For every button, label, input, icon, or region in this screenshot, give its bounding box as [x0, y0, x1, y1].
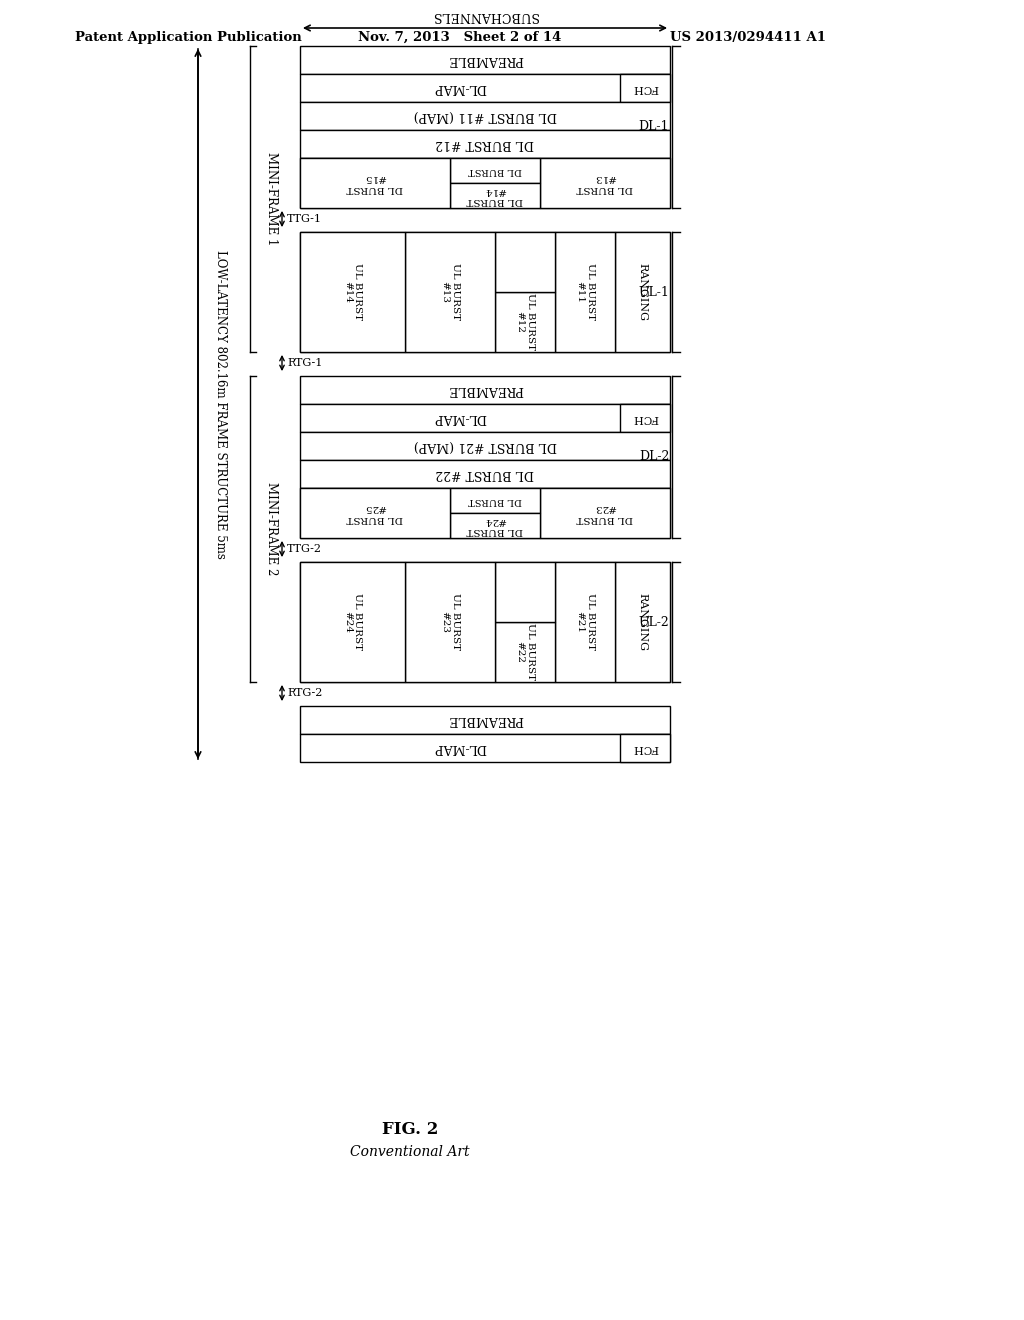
Bar	[406, 232, 495, 352]
Bar	[300, 488, 670, 539]
Text: DL BURST
#14: DL BURST #14	[467, 186, 523, 205]
Text: DL BURST #21 (MAP): DL BURST #21 (MAP)	[414, 440, 557, 453]
Bar	[300, 562, 406, 682]
Bar	[620, 734, 670, 762]
Text: UL BURST
#14: UL BURST #14	[343, 264, 362, 321]
Bar	[300, 376, 670, 404]
Text: PREAMBLE: PREAMBLE	[447, 714, 523, 726]
Text: Conventional Art: Conventional Art	[350, 1144, 470, 1159]
Text: DL-MAP: DL-MAP	[433, 82, 486, 95]
Text: SUBCHANNELS: SUBCHANNELS	[432, 9, 538, 22]
Text: Patent Application Publication: Patent Application Publication	[75, 30, 302, 44]
Text: UL-2: UL-2	[639, 615, 670, 628]
Bar	[495, 622, 555, 682]
Bar	[300, 232, 670, 352]
Bar	[620, 74, 670, 102]
Text: DL BURST
#24: DL BURST #24	[467, 516, 523, 535]
Bar	[495, 292, 555, 352]
Text: DL BURST
#25: DL BURST #25	[347, 503, 403, 523]
Text: DL-MAP: DL-MAP	[433, 742, 486, 755]
Text: UL BURST
#23: UL BURST #23	[440, 594, 460, 651]
Bar	[300, 404, 670, 432]
Text: PREAMBLE: PREAMBLE	[447, 384, 523, 396]
Text: Nov. 7, 2013   Sheet 2 of 14: Nov. 7, 2013 Sheet 2 of 14	[358, 30, 561, 44]
Text: DL BURST
#23: DL BURST #23	[577, 503, 633, 523]
Text: DL BURST: DL BURST	[468, 166, 522, 176]
Bar	[615, 562, 670, 682]
Text: DL BURST #12: DL BURST #12	[435, 137, 535, 150]
Text: DL BURST
#15: DL BURST #15	[347, 173, 403, 193]
Text: RTG-1: RTG-1	[287, 358, 323, 368]
Bar	[450, 158, 540, 183]
Bar	[300, 562, 670, 682]
Text: UL BURST
#24: UL BURST #24	[343, 594, 362, 651]
Bar	[540, 158, 670, 209]
Text: DL BURST: DL BURST	[468, 496, 522, 506]
Bar	[300, 129, 670, 158]
Text: UL BURST
#21: UL BURST #21	[575, 594, 595, 651]
Text: RTG-2: RTG-2	[287, 688, 323, 698]
Text: RANGING: RANGING	[638, 263, 647, 321]
Bar	[300, 158, 450, 209]
Bar	[450, 183, 540, 209]
Text: FCH: FCH	[632, 413, 658, 422]
Bar	[406, 562, 495, 682]
Text: TTG-2: TTG-2	[287, 544, 322, 554]
Text: DL BURST #11 (MAP): DL BURST #11 (MAP)	[414, 110, 557, 123]
Text: DL-1: DL-1	[639, 120, 670, 133]
Text: UL BURST
#13: UL BURST #13	[440, 264, 460, 321]
Bar	[615, 232, 670, 352]
Bar	[450, 488, 540, 513]
Bar	[495, 232, 555, 292]
Bar	[620, 404, 670, 432]
Bar	[300, 734, 670, 762]
Text: UL-1: UL-1	[639, 285, 670, 298]
Bar	[300, 46, 670, 74]
Bar	[300, 432, 670, 459]
Text: DL-2: DL-2	[639, 450, 670, 463]
Text: FIG. 2: FIG. 2	[382, 1122, 438, 1138]
Bar	[555, 562, 615, 682]
Text: RANGING: RANGING	[638, 593, 647, 651]
Bar	[300, 74, 670, 102]
Text: FCH: FCH	[632, 83, 658, 92]
Text: DL BURST #22: DL BURST #22	[435, 467, 535, 480]
Text: UL BURST
#22: UL BURST #22	[515, 623, 535, 681]
Text: US 2013/0294411 A1: US 2013/0294411 A1	[670, 30, 826, 44]
Bar	[495, 562, 555, 622]
Text: UL BURST
#11: UL BURST #11	[575, 264, 595, 321]
Text: MINI-FRAME 2: MINI-FRAME 2	[265, 482, 279, 576]
Bar	[540, 488, 670, 539]
Bar	[300, 232, 406, 352]
Bar	[300, 158, 670, 209]
Text: TTG-1: TTG-1	[287, 214, 322, 224]
Bar	[300, 102, 670, 129]
Bar	[300, 459, 670, 488]
Text: PREAMBLE: PREAMBLE	[447, 54, 523, 66]
Text: FCH: FCH	[632, 743, 658, 752]
Text: MINI-FRAME 1: MINI-FRAME 1	[265, 152, 279, 246]
Text: LOW-LATENCY 802.16m FRAME STRUCTURE 5ms: LOW-LATENCY 802.16m FRAME STRUCTURE 5ms	[213, 249, 226, 558]
Bar	[555, 232, 615, 352]
Bar	[300, 488, 450, 539]
Text: UL BURST
#12: UL BURST #12	[515, 293, 535, 351]
Bar	[300, 706, 670, 734]
Bar	[450, 513, 540, 539]
Text: DL BURST
#13: DL BURST #13	[577, 173, 633, 193]
Text: DL-MAP: DL-MAP	[433, 412, 486, 425]
